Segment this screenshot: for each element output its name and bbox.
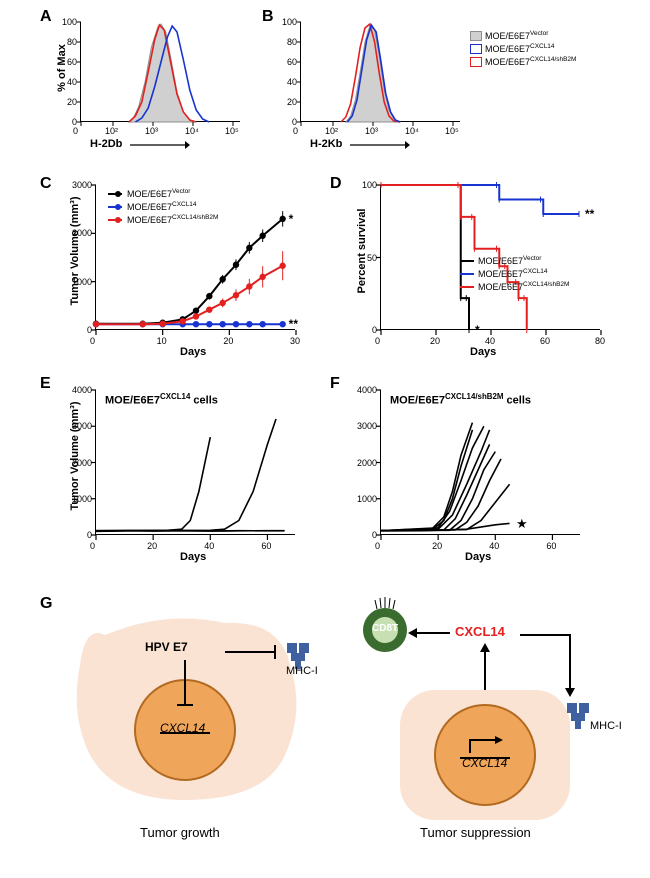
panel-label-d: D (330, 175, 342, 193)
legend-shb2m: MOE/E6E7CXCL14/shB2M (470, 56, 576, 67)
panel-label-a: A (40, 8, 52, 26)
legend-vector: MOE/E6E7Vector (470, 30, 576, 41)
legend-d: MOE/E6E7Vector MOE/E6E7CXCL14 MOE/E6E7CX… (460, 255, 569, 294)
legend-histogram: MOE/E6E7Vector MOE/E6E7CXCL14 MOE/E6E7CX… (470, 30, 576, 69)
chart-e: 020406001000200030004000 (95, 390, 295, 535)
svg-text:*: * (289, 212, 294, 226)
arrow-a (130, 140, 190, 150)
legend-cxcl14: MOE/E6E7CXCL14 (470, 43, 576, 54)
legend-c-shb2m: MOE/E6E7CXCL14/shB2M (108, 214, 218, 225)
panel-label-g: G (40, 595, 52, 613)
legend-text-shb2m: MOE/E6E7CXCL14/shB2M (485, 56, 576, 67)
legend-swatch-shb2m (470, 57, 482, 67)
legend-text-cxcl14: MOE/E6E7CXCL14 (485, 43, 554, 54)
legend-c: MOE/E6E7Vector MOE/E6E7CXCL14 MOE/E6E7CX… (108, 188, 218, 227)
ylabel-d: Percent survival (356, 201, 368, 301)
legend-c-vector: MOE/E6E7Vector (108, 188, 218, 199)
title-e: MOE/E6E7CXCL14 cells (105, 392, 218, 407)
svg-text:**: ** (289, 317, 299, 331)
panel-label-f: F (330, 375, 340, 393)
cxcl14-gene-right: CXCL14 (462, 756, 507, 770)
legend-swatch-vector (470, 31, 482, 41)
cxcl14-prot: CXCL14 (455, 624, 505, 639)
mhc-left: MHC-I (286, 665, 318, 677)
cxcl14-gene-left: CXCL14 (160, 721, 205, 735)
hpv-e7-text: HPV E7 (145, 640, 188, 654)
ylabel-c: Tumor Volume (mm³) (69, 196, 81, 306)
ylabel-e: Tumor Volume (mm³) (69, 401, 81, 511)
caption-left: Tumor growth (140, 825, 220, 840)
legend-d-shb2m: MOE/E6E7CXCL14/shB2M (460, 281, 569, 292)
xlabel-b: H-2Kb (310, 138, 342, 150)
cd8t-text: CD8T (372, 623, 398, 634)
mhc-right: MHC-I (590, 720, 622, 732)
xlabel-e: Days (180, 551, 206, 563)
legend-text-vector: MOE/E6E7Vector (485, 30, 548, 41)
ylabel-a: % of Max (56, 38, 68, 98)
xlabel-c: Days (180, 346, 206, 358)
histogram-b: 020406080100010²10³10⁴10⁵ (300, 22, 460, 122)
histogram-a: 020406080100010²10³10⁴10⁵ (80, 22, 240, 122)
diagram-left (65, 605, 315, 825)
legend-d-cxcl14: MOE/E6E7CXCL14 (460, 268, 569, 279)
svg-text:**: ** (585, 207, 595, 221)
legend-c-cxcl14: MOE/E6E7CXCL14 (108, 201, 218, 212)
arrow-b (350, 140, 410, 150)
xlabel-d: Days (470, 346, 496, 358)
panel-label-b: B (262, 8, 274, 26)
legend-d-vector: MOE/E6E7Vector (460, 255, 569, 266)
panel-label-c: C (40, 175, 52, 193)
chart-f: 020406001000200030004000★ (380, 390, 580, 535)
xlabel-f: Days (465, 551, 491, 563)
legend-swatch-cxcl14 (470, 44, 482, 54)
caption-right: Tumor suppression (420, 825, 531, 840)
title-f: MOE/E6E7CXCL14/shB2M cells (390, 392, 531, 407)
xlabel-a: H-2Db (90, 138, 122, 150)
svg-text:*: * (475, 323, 480, 337)
panel-label-e: E (40, 375, 51, 393)
